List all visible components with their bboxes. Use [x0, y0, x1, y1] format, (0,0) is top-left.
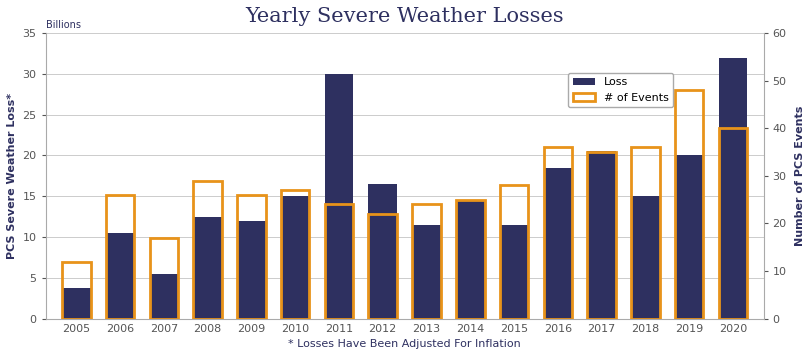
- Bar: [412, 225, 440, 319]
- Text: Billions: Billions: [45, 20, 80, 30]
- Bar: [456, 200, 484, 319]
- Bar: [543, 168, 571, 319]
- Bar: [500, 225, 528, 319]
- Y-axis label: Number of PCS Events: Number of PCS Events: [794, 106, 804, 246]
- Bar: [237, 221, 265, 319]
- Bar: [630, 196, 659, 319]
- Y-axis label: PCS Severe Weather Loss*: PCS Severe Weather Loss*: [7, 93, 17, 259]
- Bar: [193, 217, 221, 319]
- Bar: [149, 274, 178, 319]
- Bar: [105, 233, 134, 319]
- Bar: [718, 58, 746, 319]
- X-axis label: * Losses Have Been Adjusted For Inflation: * Losses Have Been Adjusted For Inflatio…: [288, 339, 521, 349]
- Bar: [674, 156, 702, 319]
- Legend: Loss, # of Events: Loss, # of Events: [568, 73, 672, 107]
- Bar: [368, 184, 397, 319]
- Bar: [281, 196, 309, 319]
- Bar: [62, 288, 90, 319]
- Bar: [586, 151, 615, 319]
- Bar: [324, 74, 353, 319]
- Title: Yearly Severe Weather Losses: Yearly Severe Weather Losses: [245, 7, 563, 26]
